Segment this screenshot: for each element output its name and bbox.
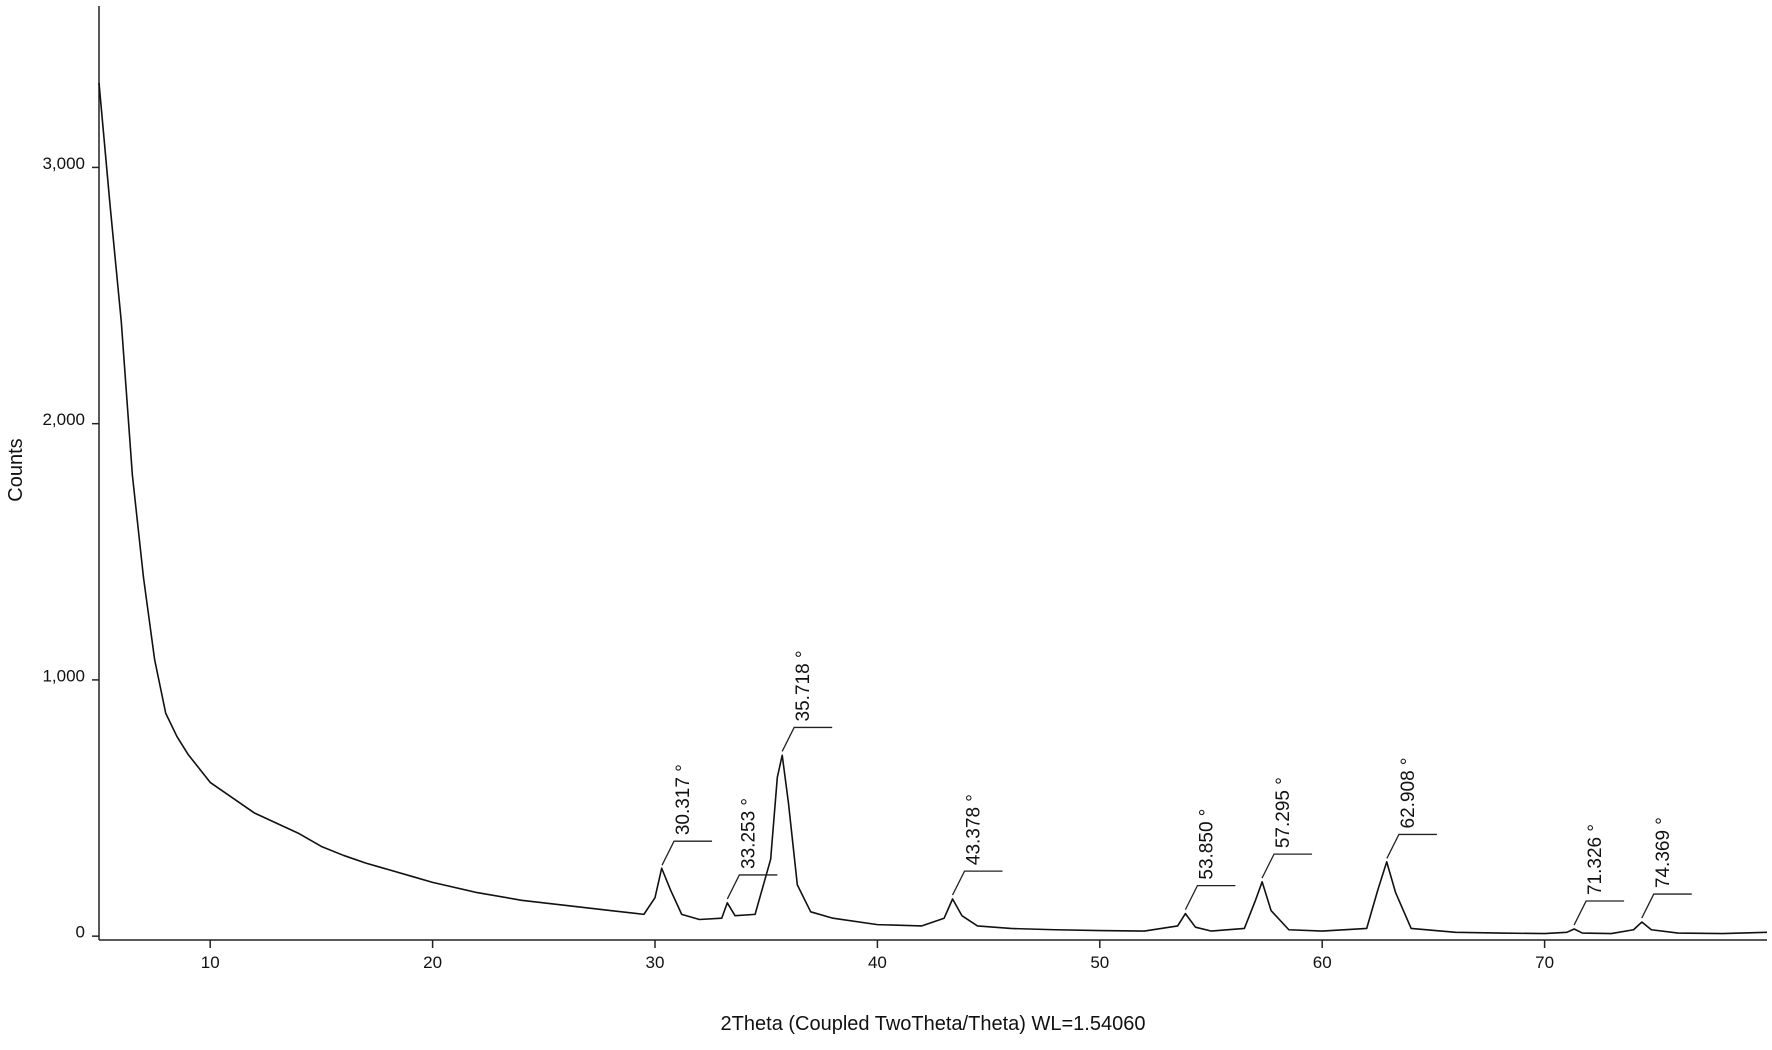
annotation-label: 33.253 ° — [738, 798, 759, 869]
x-axis-title: 2Theta (Coupled TwoTheta/Theta) WL=1.540… — [721, 1013, 1146, 1035]
x-tick-label: 20 — [423, 953, 442, 972]
annotation-leader — [661, 840, 713, 866]
annotation-leader — [1261, 853, 1313, 879]
x-tick-label: 60 — [1313, 953, 1332, 972]
y-tick-label: 3,000 — [42, 154, 85, 173]
annotation-leader — [726, 874, 778, 900]
y-tick-label: 2,000 — [42, 410, 85, 429]
annotation-label: 35.718 ° — [793, 650, 814, 721]
x-tick-label: 30 — [646, 953, 665, 972]
annotation-label: 74.369 ° — [1653, 817, 1674, 888]
annotation-label: 43.378 ° — [964, 794, 985, 865]
y-axis-title: Counts — [5, 438, 27, 501]
x-tick-label: 50 — [1090, 953, 1109, 972]
annotation-leader — [1184, 884, 1236, 910]
x-tick-label: 10 — [201, 953, 220, 972]
y-tick-label: 0 — [76, 923, 85, 942]
annotation-label: 53.850 ° — [1196, 809, 1217, 880]
annotation-leader — [951, 870, 1003, 896]
y-tick-label: 1,000 — [42, 666, 85, 685]
annotation-label: 30.317 ° — [673, 764, 694, 835]
data-line — [98, 82, 1768, 935]
annotation-label: 71.326 ° — [1585, 824, 1606, 895]
annotation-leader — [1573, 900, 1625, 926]
annotation-leader — [1641, 893, 1692, 919]
x-tick-label: 70 — [1535, 953, 1554, 972]
annotation-leader — [1386, 833, 1437, 859]
x-tick-label: 40 — [868, 953, 887, 972]
annotation-label: 57.295 ° — [1273, 777, 1294, 848]
annotation-leader — [781, 726, 833, 752]
annotation-label: 62.908 ° — [1398, 757, 1419, 828]
